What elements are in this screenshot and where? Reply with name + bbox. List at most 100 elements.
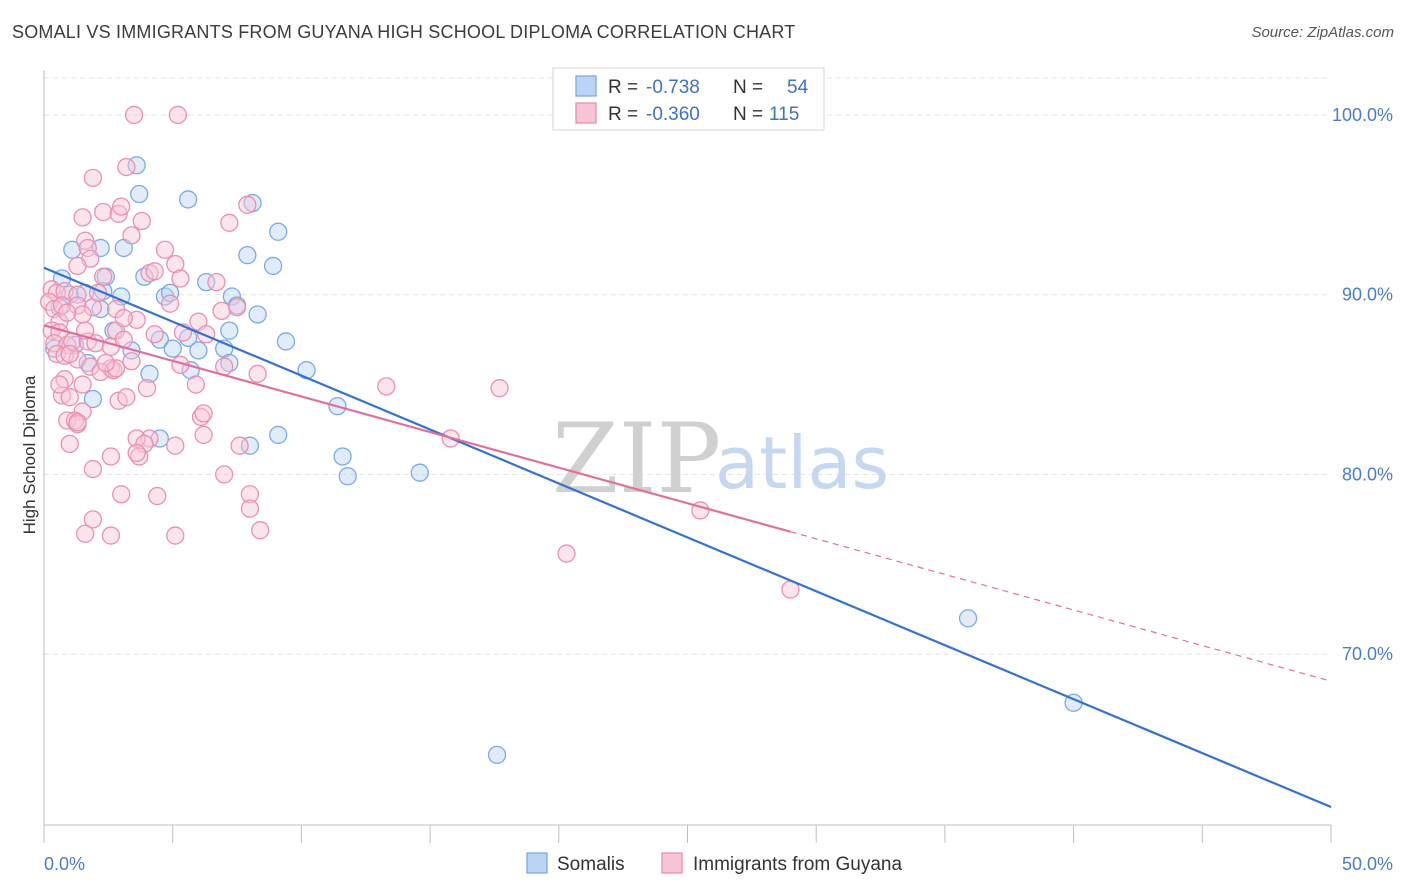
point-1-18 xyxy=(94,267,113,286)
point-0-9 xyxy=(263,256,283,276)
trend-lines xyxy=(43,266,1332,809)
point-1-54 xyxy=(122,352,141,371)
point-0-27 xyxy=(178,328,198,347)
point-1-97 xyxy=(101,526,121,545)
point-1-0 xyxy=(124,105,144,125)
point-0-41 xyxy=(83,389,103,409)
point-1-96 xyxy=(76,524,95,543)
point-0-20 xyxy=(222,287,242,306)
point-1-104 xyxy=(50,375,69,394)
point-1-94 xyxy=(83,510,103,529)
point-1-99 xyxy=(557,544,576,563)
point-0-2 xyxy=(178,190,198,209)
legend-stats-box xyxy=(552,67,825,131)
point-1-64 xyxy=(137,379,157,398)
point-0-46 xyxy=(333,447,352,466)
y-axis-title: High School Diploma xyxy=(20,375,39,534)
legend-n-label-1: N = xyxy=(733,104,763,125)
point-1-13 xyxy=(78,238,97,258)
watermark-zip: ZIP xyxy=(552,403,721,515)
point-1-108 xyxy=(58,303,77,322)
point-1-91 xyxy=(148,486,167,506)
trend-line-1 xyxy=(43,324,791,533)
point-1-63 xyxy=(73,375,92,394)
point-0-19 xyxy=(160,283,180,303)
chart-title: SOMALI VS IMMIGRANTS FROM GUYANA HIGH SC… xyxy=(12,22,796,42)
y-tick-labels: 100.0% 90.0% 80.0% 70.0% xyxy=(1332,105,1393,664)
point-1-103 xyxy=(194,404,213,423)
point-1-26 xyxy=(68,285,87,304)
legend-series: Somalis Immigrants from Guyana xyxy=(526,852,902,875)
point-1-111 xyxy=(96,353,115,373)
point-1-98 xyxy=(166,526,185,545)
point-1-21 xyxy=(171,269,190,288)
point-1-65 xyxy=(186,375,206,394)
point-1-110 xyxy=(114,308,133,328)
point-1-3 xyxy=(117,157,136,177)
point-1-76 xyxy=(140,429,159,448)
point-0-47 xyxy=(338,467,357,486)
point-1-106 xyxy=(127,443,146,463)
point-0-33 xyxy=(163,339,182,358)
legend-n-label-0: N = xyxy=(733,77,763,98)
point-1-102 xyxy=(68,413,87,432)
point-0-26 xyxy=(150,330,169,349)
point-1-2 xyxy=(83,168,103,188)
point-1-112 xyxy=(60,344,79,364)
point-0-4 xyxy=(269,222,288,241)
axes xyxy=(43,70,1332,843)
point-1-69 xyxy=(60,388,79,407)
point-0-51 xyxy=(487,745,507,765)
point-1-20 xyxy=(145,262,164,281)
point-1-67 xyxy=(490,379,509,398)
point-1-84 xyxy=(166,436,185,455)
point-1-87 xyxy=(83,459,103,479)
scatter-points xyxy=(39,105,1083,765)
point-1-1 xyxy=(168,105,187,125)
point-1-22 xyxy=(207,272,226,292)
point-1-9 xyxy=(238,195,257,214)
point-1-61 xyxy=(248,364,267,383)
trend-line-0 xyxy=(43,266,1332,809)
legend-n-value-1: 115 xyxy=(769,104,799,125)
point-1-89 xyxy=(240,485,260,504)
legend-stats: R = -0.738 N = 54 R = -0.360 N = 115 xyxy=(552,67,825,131)
point-1-113 xyxy=(212,301,231,321)
legend-r-value-0: -0.738 xyxy=(646,77,700,98)
point-1-92 xyxy=(240,499,260,518)
point-0-49 xyxy=(958,609,978,628)
legend-r-value-1: -0.360 xyxy=(646,104,700,125)
point-1-95 xyxy=(251,521,270,540)
y-tick-label-3: 70.0% xyxy=(1342,644,1393,664)
point-1-83 xyxy=(101,447,121,466)
point-1-33 xyxy=(227,298,247,317)
watermark: ZIP atlas xyxy=(552,403,889,515)
point-0-5 xyxy=(63,240,82,259)
point-1-31 xyxy=(83,298,103,317)
point-1-7 xyxy=(132,211,151,231)
source-label: Source: ZipAtlas.com xyxy=(1251,24,1394,41)
point-1-90 xyxy=(112,485,131,504)
point-1-16 xyxy=(166,254,185,274)
point-0-44 xyxy=(240,436,260,455)
point-1-81 xyxy=(60,434,79,454)
y-tick-label-0: 100.0% xyxy=(1332,105,1393,125)
point-1-6 xyxy=(109,204,128,223)
x-tick-labels: 0.0% 50.0% xyxy=(44,854,1393,874)
y-tick-label-1: 90.0% xyxy=(1342,285,1393,305)
point-1-30 xyxy=(68,296,87,315)
trend-line-dashed-1 xyxy=(790,531,1332,682)
point-1-41 xyxy=(145,325,164,344)
point-0-8 xyxy=(238,246,257,265)
x-tick-label-1: 50.0% xyxy=(1342,854,1393,874)
point-0-48 xyxy=(410,463,429,482)
point-1-66 xyxy=(377,377,396,396)
point-1-71 xyxy=(117,388,136,407)
point-0-45 xyxy=(269,425,288,445)
watermark-atlas: atlas xyxy=(715,421,889,505)
point-0-28 xyxy=(220,321,239,340)
point-1-10 xyxy=(112,197,131,216)
point-0-24 xyxy=(248,305,267,324)
point-0-34 xyxy=(189,341,208,360)
